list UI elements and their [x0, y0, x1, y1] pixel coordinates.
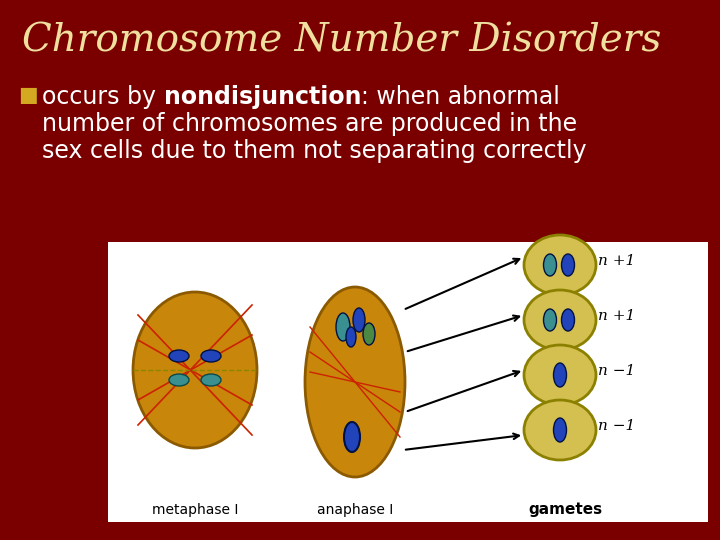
Ellipse shape	[524, 290, 596, 350]
Ellipse shape	[544, 254, 557, 276]
Ellipse shape	[554, 363, 567, 387]
Text: occurs by: occurs by	[42, 85, 163, 109]
Ellipse shape	[201, 350, 221, 362]
Ellipse shape	[169, 350, 189, 362]
Ellipse shape	[554, 418, 567, 442]
Text: n +1: n +1	[598, 254, 635, 268]
Text: nondisjunction: nondisjunction	[163, 85, 361, 109]
Text: n −1: n −1	[598, 419, 635, 433]
Text: sex cells due to them not separating correctly: sex cells due to them not separating cor…	[42, 139, 587, 163]
FancyBboxPatch shape	[108, 242, 708, 522]
Text: number of chromosomes are produced in the: number of chromosomes are produced in th…	[42, 112, 577, 136]
Ellipse shape	[363, 323, 375, 345]
Text: : when abnormal: : when abnormal	[361, 85, 560, 109]
Ellipse shape	[562, 254, 575, 276]
Ellipse shape	[169, 374, 189, 386]
Ellipse shape	[133, 292, 257, 448]
Text: metaphase I: metaphase I	[152, 503, 238, 517]
Ellipse shape	[524, 235, 596, 295]
Text: Chromosome Number Disorders: Chromosome Number Disorders	[22, 22, 662, 59]
Ellipse shape	[353, 308, 365, 332]
Ellipse shape	[201, 374, 221, 386]
Ellipse shape	[524, 345, 596, 405]
Ellipse shape	[524, 400, 596, 460]
Ellipse shape	[562, 309, 575, 331]
Ellipse shape	[544, 309, 557, 331]
Text: n +1: n +1	[598, 309, 635, 323]
Ellipse shape	[346, 327, 356, 347]
Text: n −1: n −1	[598, 364, 635, 378]
Text: ■: ■	[18, 85, 37, 105]
Ellipse shape	[344, 422, 360, 452]
Ellipse shape	[305, 287, 405, 477]
Text: gametes: gametes	[528, 502, 602, 517]
Text: anaphase I: anaphase I	[317, 503, 393, 517]
Ellipse shape	[336, 313, 350, 341]
